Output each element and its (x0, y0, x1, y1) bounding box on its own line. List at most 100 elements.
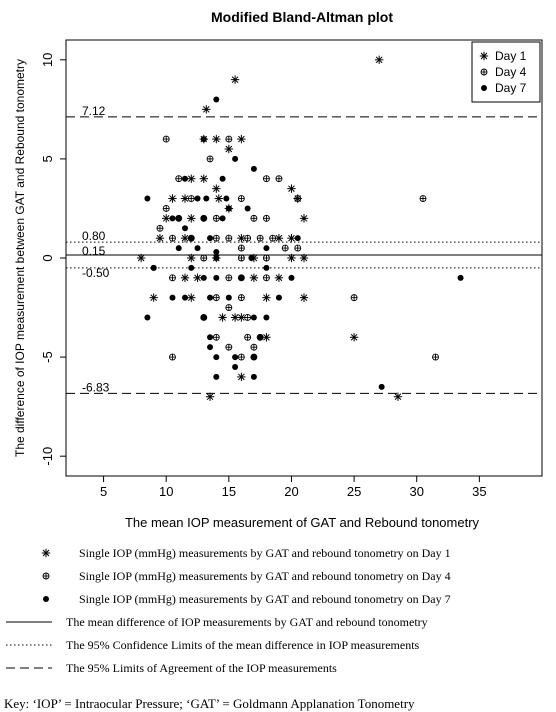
chart-title: Modified Bland-Altman plot (211, 9, 393, 25)
point-circle-plus (225, 135, 233, 143)
point-filled-circle (250, 165, 257, 172)
point-asterisk (187, 253, 196, 263)
point-circle-plus (237, 244, 245, 252)
point-filled-circle (257, 334, 264, 341)
point-filled-circle (213, 373, 220, 380)
point-asterisk (224, 144, 234, 154)
point-circle-plus (212, 294, 220, 302)
point-filled-circle (378, 383, 385, 390)
point-circle-plus (237, 195, 245, 202)
y-tick-label: 10 (40, 53, 55, 67)
legend: Day 1 Day 4 Day 7 (471, 41, 541, 103)
point-asterisk (205, 392, 215, 401)
point-circle-plus (244, 333, 252, 341)
point-circle-plus (162, 205, 170, 212)
caption-marker-filled-circle (43, 596, 49, 602)
point-asterisk (180, 233, 190, 243)
point-asterisk (287, 253, 296, 263)
key-note: Key: ‘IOP’ = Intraocular Pressure; ‘GAT’… (4, 696, 415, 711)
point-asterisk (212, 184, 221, 193)
point-circle-plus (156, 224, 164, 232)
y-tick-label: -5 (40, 351, 55, 363)
point-circle-plus (169, 234, 176, 242)
point-filled-circle (250, 314, 257, 321)
point-filled-circle (207, 334, 214, 341)
point-circle-plus (250, 343, 258, 351)
point-filled-circle (213, 354, 220, 361)
reference-line-label: -6.83 (82, 380, 110, 394)
point-circle-plus (256, 234, 264, 242)
x-tick-label: 5 (100, 484, 107, 499)
point-filled-circle (232, 354, 239, 361)
point-filled-circle (275, 294, 282, 301)
point-circle-plus (294, 195, 302, 202)
point-asterisk (202, 105, 211, 114)
point-asterisk (180, 194, 190, 203)
x-tick-label: 15 (222, 484, 236, 499)
point-filled-circle (213, 255, 220, 261)
point-filled-circle (207, 294, 214, 301)
y-axis-label: The difference of IOP measurement betwee… (13, 59, 27, 457)
point-asterisk (162, 214, 171, 223)
reference-line-label: 0.15 (82, 244, 106, 258)
point-filled-circle (248, 255, 255, 261)
reference-line-label: -0.50 (82, 266, 110, 280)
point-filled-circle (263, 314, 270, 321)
point-asterisk (230, 313, 240, 322)
point-filled-circle (219, 215, 226, 222)
x-tick-label: 10 (159, 484, 173, 499)
point-asterisk (180, 273, 190, 283)
point-filled-circle (250, 373, 257, 380)
point-asterisk (274, 273, 284, 283)
point-filled-circle (213, 96, 220, 103)
point-filled-circle (250, 354, 257, 361)
legend-label: Day 7 (495, 81, 527, 95)
point-asterisk (212, 134, 221, 144)
point-asterisk (237, 372, 246, 382)
point-circle-plus (244, 314, 252, 321)
point-circle-plus (281, 244, 289, 252)
point-filled-circle (244, 205, 251, 212)
x-axis-label: The mean IOP measurement of GAT and Rebo… (125, 515, 480, 530)
point-asterisk (187, 174, 196, 183)
caption-text: Single IOP (mmHg) measurements by GAT an… (79, 592, 451, 606)
point-asterisk (218, 313, 227, 322)
point-asterisk (287, 233, 296, 243)
x-tick-label: 30 (410, 484, 424, 499)
point-filled-circle (232, 155, 239, 162)
point-circle-plus (187, 195, 195, 202)
point-filled-circle (194, 245, 201, 252)
reference-line-label: 7.12 (82, 104, 106, 118)
point-filled-circle (144, 195, 151, 202)
point-filled-circle (182, 294, 188, 301)
point-circle-plus (225, 274, 233, 282)
point-filled-circle (288, 274, 295, 281)
caption-text: The 95% Limits of Agreement of the IOP m… (66, 661, 337, 675)
data-points (136, 55, 464, 401)
point-asterisk (168, 194, 177, 203)
caption-marker-asterisk (41, 548, 51, 558)
point-circle-plus (175, 175, 183, 183)
point-filled-circle (175, 215, 182, 222)
point-filled-circle (263, 264, 270, 271)
point-asterisk (249, 273, 259, 283)
point-filled-circle (169, 294, 176, 301)
point-circle-plus (269, 234, 277, 242)
reference-line-label: 0.80 (82, 229, 106, 243)
point-filled-circle (169, 215, 176, 222)
point-asterisk (214, 194, 224, 203)
point-filled-circle (457, 274, 464, 281)
caption-text: The 95% Confidence Limits of the mean di… (66, 638, 420, 652)
point-circle-plus (212, 214, 220, 222)
legend-label: Day 4 (495, 65, 527, 79)
point-circle-plus (432, 353, 439, 361)
point-filled-circle (232, 364, 239, 370)
point-circle-plus (250, 214, 258, 222)
point-filled-circle (207, 344, 214, 351)
point-filled-circle (182, 225, 188, 232)
y-tick-label: 5 (40, 155, 55, 162)
point-circle-plus (294, 244, 302, 252)
point-asterisk (393, 392, 403, 401)
point-filled-circle (203, 195, 210, 202)
